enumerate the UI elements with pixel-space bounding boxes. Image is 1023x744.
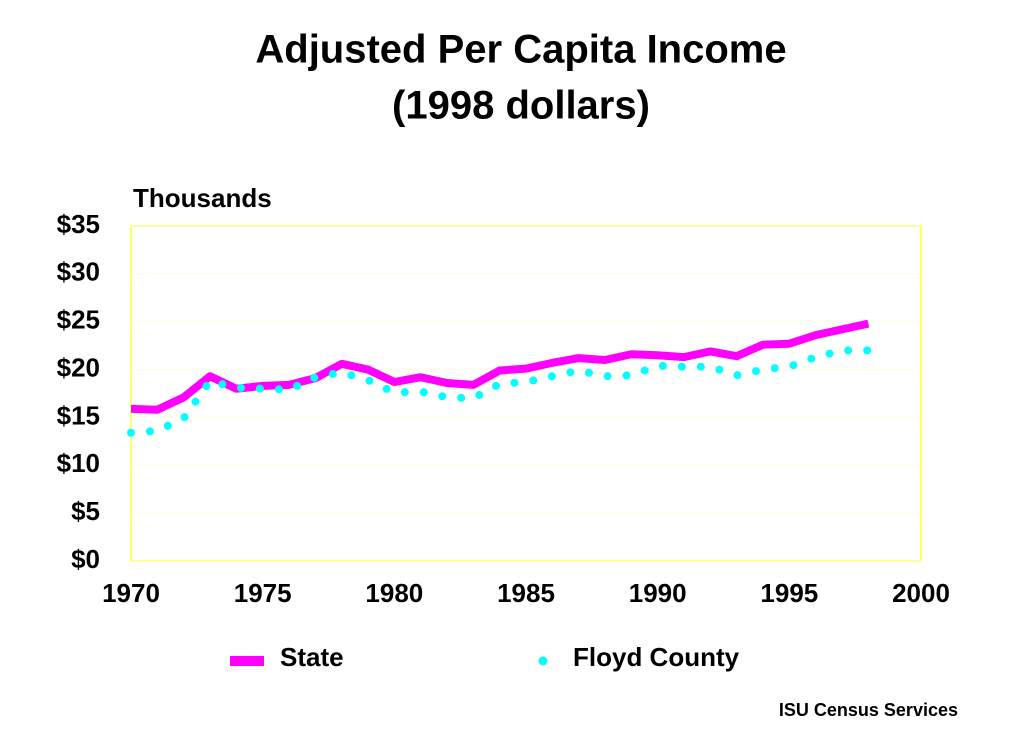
x-tick-label: 1995	[760, 578, 818, 608]
chart-title: Adjusted Per Capita Income	[255, 28, 786, 72]
x-tick-label: 1980	[365, 578, 423, 608]
y-tick-label: $10	[57, 448, 100, 478]
data-line	[127, 346, 873, 437]
legend-label: Floyd County	[573, 642, 740, 672]
legend-swatch	[230, 656, 264, 666]
y-tick-label: $5	[71, 496, 100, 526]
x-tick-label: 2000	[892, 578, 950, 608]
y-tick-label: $15	[57, 400, 100, 430]
y-tick-label: $25	[57, 305, 100, 335]
x-tick-label: 1975	[234, 578, 292, 608]
source-note: ISU Census Services	[779, 700, 958, 720]
y-tick-label: $35	[57, 209, 100, 239]
x-tick-label: 1985	[497, 578, 555, 608]
plot-frame	[130, 225, 922, 562]
x-tick-label: 1990	[629, 578, 687, 608]
x-tick-label: 1970	[102, 578, 160, 608]
y-tick-label: $30	[57, 257, 100, 287]
legend-swatch	[538, 656, 548, 666]
chart-subtitle: (1998 dollars)	[392, 84, 650, 128]
y-axis-label: Thousands	[133, 183, 272, 213]
legend-label: State	[280, 642, 344, 672]
data-line	[130, 319, 870, 414]
y-tick-label: $20	[57, 352, 100, 382]
y-tick-label: $0	[71, 544, 100, 574]
